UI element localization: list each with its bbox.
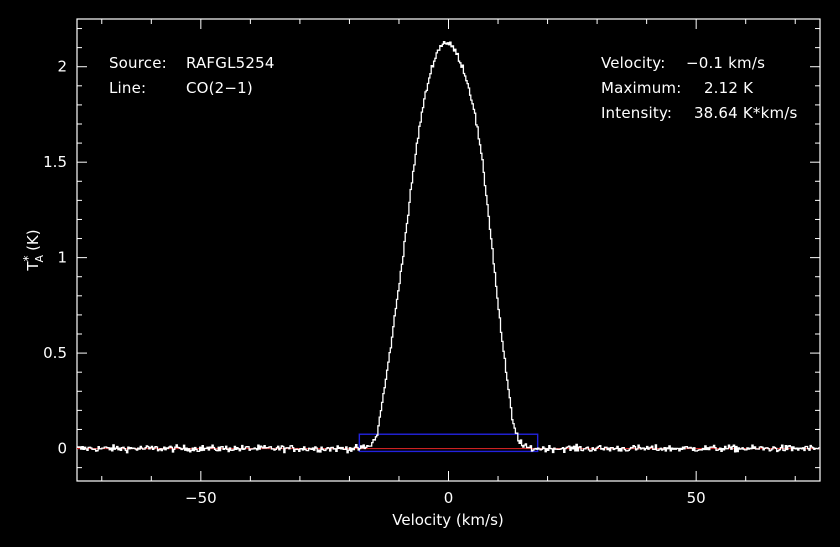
source-annotation: Source: bbox=[99, 36, 167, 72]
velocity-label: Velocity: bbox=[600, 54, 666, 72]
y-axis-label: T*A (K) bbox=[21, 229, 46, 271]
x-tick-label: 50 bbox=[687, 489, 706, 507]
velocity-window-box bbox=[358, 433, 539, 453]
x-tick-label: 0 bbox=[444, 489, 454, 507]
line-annotation: Line: bbox=[99, 61, 146, 97]
maximum-label: Maximum: bbox=[600, 79, 682, 97]
x-axis-label: Velocity (km/s) bbox=[392, 511, 503, 529]
intensity-annotation: Intensity: bbox=[591, 86, 672, 122]
y-tick-label: 2 bbox=[57, 58, 67, 76]
intensity-label: Intensity: bbox=[600, 104, 673, 122]
y-tick-label: 1 bbox=[57, 249, 67, 267]
y-axis-label-main: T bbox=[24, 261, 42, 272]
y-axis-label-subscript: A bbox=[33, 254, 46, 262]
velocity-number: −0.1 km/s bbox=[685, 54, 766, 72]
intensity-number: 38.64 K*km/s bbox=[693, 104, 798, 122]
spectrum-line bbox=[77, 41, 820, 454]
source-label: Source: bbox=[108, 54, 167, 72]
x-tick-label: −50 bbox=[185, 489, 217, 507]
velocity-value: −0.1 km/s bbox=[676, 36, 765, 72]
source-value: RAFGL5254 bbox=[176, 36, 275, 72]
source-name: RAFGL5254 bbox=[185, 54, 275, 72]
intensity-value: 38.64 K*km/s bbox=[684, 86, 798, 122]
y-tick-label: 1.5 bbox=[43, 153, 67, 171]
y-tick-label: 0 bbox=[57, 440, 67, 458]
line-label: Line: bbox=[108, 79, 147, 97]
line-name: CO(2−1) bbox=[185, 79, 253, 97]
maximum-number: 2.12 K bbox=[703, 79, 754, 97]
line-value: CO(2−1) bbox=[176, 61, 253, 97]
y-tick-label: 0.5 bbox=[43, 344, 67, 362]
y-axis-label-unit: (K) bbox=[24, 229, 42, 251]
y-axis-label-superscript: * bbox=[21, 255, 35, 261]
maximum-annotation: Maximum: bbox=[591, 61, 682, 97]
svg-text:T*A(K): T*A (K) bbox=[21, 229, 46, 271]
velocity-annotation: Velocity: bbox=[591, 36, 666, 72]
maximum-value: 2.12 K bbox=[694, 61, 753, 97]
